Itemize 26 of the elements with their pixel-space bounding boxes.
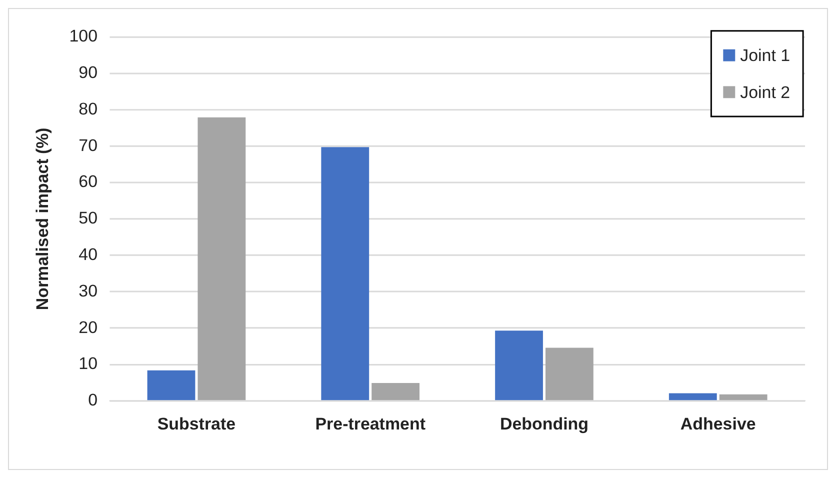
y-tick-label: 40 xyxy=(78,244,98,264)
x-tick-label: Pre-treatment xyxy=(315,414,426,434)
x-tick-label: Adhesive xyxy=(680,414,756,434)
y-tick-label: 80 xyxy=(78,99,98,118)
bar xyxy=(372,383,420,400)
bar xyxy=(198,117,246,400)
y-tick-label: 20 xyxy=(78,318,98,337)
y-tick-label: 30 xyxy=(78,281,98,300)
y-tick-label: 50 xyxy=(78,208,98,228)
y-tick-label: 70 xyxy=(78,136,98,155)
bar xyxy=(668,393,717,400)
legend-label: Joint 2 xyxy=(740,82,790,102)
y-tick-label: 90 xyxy=(78,62,98,82)
bar xyxy=(719,394,768,400)
y-tick-label: 0 xyxy=(88,390,98,410)
bar xyxy=(495,330,543,400)
x-tick-label: Debonding xyxy=(500,414,588,434)
legend-label: Joint 1 xyxy=(740,46,790,65)
y-tick-label: 10 xyxy=(78,354,98,374)
y-tick-label: 60 xyxy=(78,172,98,192)
bar xyxy=(545,348,594,400)
y-tick-label: 100 xyxy=(69,26,98,46)
y-axis-title: Normalised impact (%) xyxy=(32,128,52,310)
x-tick-label: Substrate xyxy=(157,414,236,434)
bar xyxy=(321,147,370,400)
bar xyxy=(147,370,196,400)
